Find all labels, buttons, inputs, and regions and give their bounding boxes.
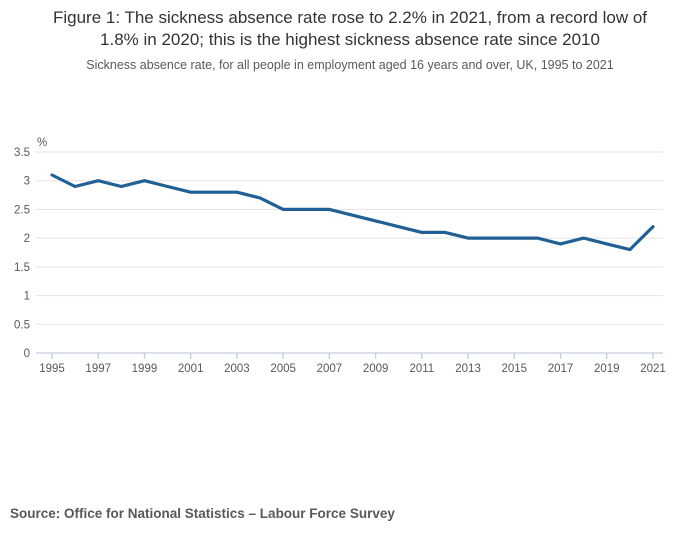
- series-line: [50, 173, 655, 252]
- x-axis-label: 2013: [455, 363, 481, 375]
- y-axis-label: 3.5: [14, 147, 30, 159]
- y-axis-unit-label: %: [37, 137, 47, 149]
- x-axis-label: 1997: [85, 363, 111, 375]
- y-axis-label: 2.5: [14, 204, 30, 216]
- x-axis-label: 2017: [548, 363, 574, 375]
- y-axis-label: 0.5: [14, 319, 30, 331]
- x-axis-label: 2007: [317, 363, 343, 375]
- x-axis-label: 2011: [409, 363, 434, 375]
- x-axis-label: 2005: [270, 363, 296, 375]
- x-axis-label: 2001: [178, 363, 204, 375]
- x-axis-label: 1999: [132, 363, 158, 375]
- x-axis-label: 2021: [640, 363, 666, 375]
- y-axis-label: 1: [24, 291, 30, 303]
- y-axis-label: 0: [24, 348, 30, 360]
- x-axis-label: 2015: [502, 363, 528, 375]
- x-axis-label: 2019: [594, 363, 620, 375]
- figure-subtitle: Sickness absence rate, for all people in…: [86, 58, 614, 72]
- x-axis-label: 2009: [363, 363, 389, 375]
- x-axis-label: 1995: [39, 363, 65, 375]
- source-note: Source: Office for National Statistics –…: [10, 506, 395, 521]
- y-axis-label: 1.5: [14, 262, 30, 274]
- y-axis-label: 2: [24, 233, 30, 245]
- y-axis-label: 3: [24, 176, 30, 188]
- x-axis-label: 2003: [224, 363, 250, 375]
- figure-title: Figure 1: The sickness absence rate rose…: [52, 8, 648, 49]
